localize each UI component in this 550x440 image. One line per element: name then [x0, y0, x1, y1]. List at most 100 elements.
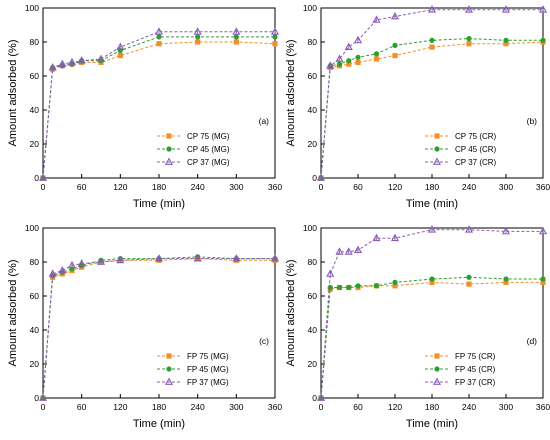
- x-tick-label: 240: [191, 182, 205, 192]
- data-point: [77, 259, 86, 267]
- panel-4: 0 60 120 180 240 300 360 0 20 40 60 80 100 Time (min)…: [285, 223, 550, 430]
- data-point: [392, 53, 398, 59]
- legend-entry-2: CP 45 (MG): [157, 145, 230, 154]
- legend-entry-1: CP 75 (MG): [157, 132, 230, 141]
- data-point: [501, 226, 511, 235]
- legend-label: FP 75 (MG): [187, 352, 229, 361]
- y-tick-label: 0: [34, 393, 39, 403]
- panel-label: (a): [259, 116, 270, 126]
- plot-frame: [320, 7, 544, 179]
- data-point: [48, 62, 57, 71]
- data-point: [48, 269, 57, 277]
- data-point: [503, 276, 509, 282]
- data-point: [77, 56, 86, 64]
- series-line: [42, 258, 275, 399]
- series-1: [40, 39, 278, 181]
- series-line: [42, 31, 275, 179]
- y-tick-label: 40: [30, 105, 40, 115]
- x-axis-label: Time (min): [406, 418, 458, 430]
- legend-entry-3: CP 37 (MG): [157, 157, 230, 167]
- data-point: [373, 283, 380, 289]
- x-tick-label: 0: [319, 182, 324, 192]
- y-axis-label: Amount adsorbed (%): [7, 260, 19, 367]
- data-point: [232, 254, 241, 262]
- x-tick-label: 180: [425, 182, 439, 192]
- data-point: [336, 61, 343, 67]
- legend-marker: [434, 366, 440, 372]
- data-point: [353, 245, 363, 253]
- series-line: [320, 41, 544, 179]
- y-tick-label: 20: [308, 139, 318, 149]
- data-point: [96, 257, 106, 265]
- x-tick-label: 300: [499, 402, 513, 412]
- legend-label: FP 45 (MG): [187, 365, 229, 374]
- series-2: [318, 36, 546, 181]
- data-point: [116, 42, 125, 50]
- data-point: [429, 44, 435, 50]
- legend-marker: [434, 133, 440, 139]
- data-point: [346, 61, 352, 67]
- y-tick-label: 80: [308, 257, 318, 267]
- data-point: [336, 284, 343, 291]
- legend-label: FP 45 (CR): [455, 365, 496, 374]
- legend-marker: [434, 146, 440, 152]
- series-line: [42, 258, 275, 399]
- x-tick-label: 300: [229, 402, 243, 412]
- legend-label: FP 75 (CR): [455, 352, 496, 361]
- legend-entry-3: FP 37 (CR): [425, 377, 496, 387]
- series-line: [320, 276, 543, 399]
- x-axis-label: Time (min): [133, 418, 185, 430]
- legend-entry-1: FP 75 (CR): [425, 352, 496, 361]
- data-point: [316, 393, 326, 401]
- x-tick-label: 120: [113, 402, 127, 412]
- series-1: [40, 256, 278, 401]
- data-point: [392, 283, 398, 289]
- data-point: [372, 233, 381, 242]
- data-point: [193, 27, 202, 35]
- legend-label: CP 37 (CR): [455, 158, 497, 167]
- data-point: [372, 15, 381, 23]
- legend-marker: [166, 366, 172, 372]
- data-point: [501, 5, 511, 13]
- data-point: [346, 284, 352, 291]
- data-point: [466, 274, 472, 280]
- y-tick-label: 60: [30, 71, 40, 81]
- legend-marker: [164, 157, 174, 165]
- data-point: [96, 54, 106, 62]
- series-line: [320, 38, 543, 179]
- panel-label: (c): [259, 336, 269, 346]
- y-tick-label: 20: [30, 359, 40, 369]
- legend-label: CP 45 (CR): [455, 145, 497, 154]
- series-3: [316, 225, 548, 401]
- y-tick-label: 100: [303, 3, 317, 13]
- data-point: [540, 276, 546, 282]
- x-axis-label: Time (min): [133, 198, 185, 210]
- x-tick-label: 60: [353, 182, 363, 192]
- x-tick-label: 300: [499, 182, 513, 192]
- legend-label: CP 37 (MG): [187, 158, 230, 167]
- data-point: [355, 54, 361, 60]
- data-point: [503, 279, 509, 285]
- data-point: [193, 254, 202, 262]
- data-point: [195, 39, 201, 45]
- data-point: [429, 276, 435, 282]
- legend-entry-3: FP 37 (MG): [157, 377, 229, 387]
- data-point: [466, 36, 472, 42]
- panel-label: (d): [527, 336, 538, 346]
- series-2: [40, 254, 278, 401]
- data-point: [390, 233, 400, 242]
- plot-frame: [42, 227, 276, 399]
- data-point: [38, 393, 48, 401]
- data-point: [233, 39, 239, 45]
- x-tick-label: 240: [462, 182, 476, 192]
- data-point: [466, 281, 472, 287]
- legend-label: FP 37 (MG): [187, 378, 229, 387]
- x-tick-label: 300: [229, 182, 243, 192]
- data-point: [540, 279, 546, 285]
- y-tick-label: 80: [308, 37, 318, 47]
- legend-marker: [432, 377, 442, 385]
- data-point: [355, 283, 361, 289]
- x-tick-label: 0: [319, 402, 324, 412]
- y-axis-label: Amount adsorbed (%): [285, 260, 297, 367]
